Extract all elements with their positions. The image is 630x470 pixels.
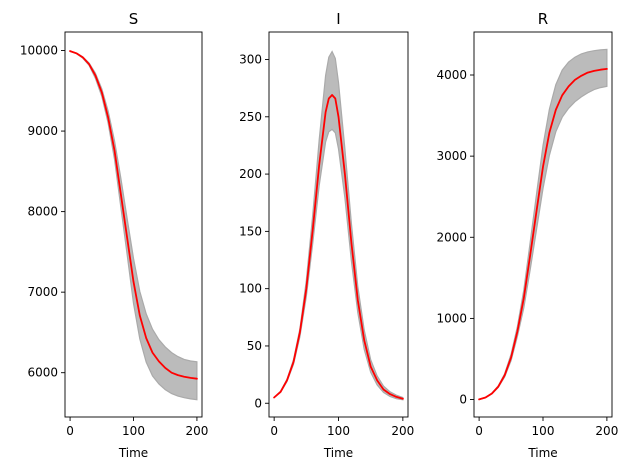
y-tick-label: 7000 <box>27 285 58 299</box>
y-tick-label: 50 <box>247 339 262 353</box>
x-tick-label: 200 <box>185 424 208 438</box>
y-tick-label: 0 <box>254 396 262 410</box>
y-tick-label: 3000 <box>436 149 467 163</box>
y-tick-label: 9000 <box>27 124 58 138</box>
confidence-band-s <box>69 50 198 401</box>
x-tick-label: 200 <box>595 424 618 438</box>
y-tick-label: 8000 <box>27 205 58 219</box>
y-tick-label: 10000 <box>20 44 58 58</box>
y-tick-label: 4000 <box>436 68 467 82</box>
confidence-band-r <box>478 48 608 400</box>
subplot-title-s: S <box>129 10 139 28</box>
x-tick-label: 200 <box>391 424 414 438</box>
mean-line-i <box>273 94 404 400</box>
subplot-title-i: I <box>336 10 340 28</box>
subplot-s: 0 100 200 6000 7000 8000 9000 10000 S Time <box>20 10 209 460</box>
y-tick-label: 300 <box>239 53 262 67</box>
x-tick-label: 0 <box>475 424 483 438</box>
subplot-title-r: R <box>538 10 548 28</box>
x-tick-label: 0 <box>270 424 278 438</box>
subplot-i: 0 100 200 0 50 100 150 200 250 300 I Time <box>239 10 414 460</box>
x-tick-label: 100 <box>122 424 145 438</box>
y-tick-label: 6000 <box>27 366 58 380</box>
y-tick-label: 200 <box>239 167 262 181</box>
x-axis-label-r: Time <box>527 446 557 460</box>
x-tick-label: 0 <box>66 424 74 438</box>
x-tick-label: 100 <box>532 424 555 438</box>
y-tick-label: 1000 <box>436 311 467 325</box>
y-tick-label: 0 <box>459 393 467 407</box>
x-axis-label-s: Time <box>118 446 148 460</box>
mean-line-r <box>478 68 608 401</box>
x-tick-label: 100 <box>327 424 350 438</box>
mean-line-s <box>69 50 198 380</box>
y-tick-label: 150 <box>239 224 262 238</box>
x-axis-label-i: Time <box>323 446 353 460</box>
y-tick-label: 2000 <box>436 230 467 244</box>
y-tick-label: 250 <box>239 110 262 124</box>
y-tick-label: 100 <box>239 282 262 296</box>
confidence-band-i <box>273 50 404 401</box>
